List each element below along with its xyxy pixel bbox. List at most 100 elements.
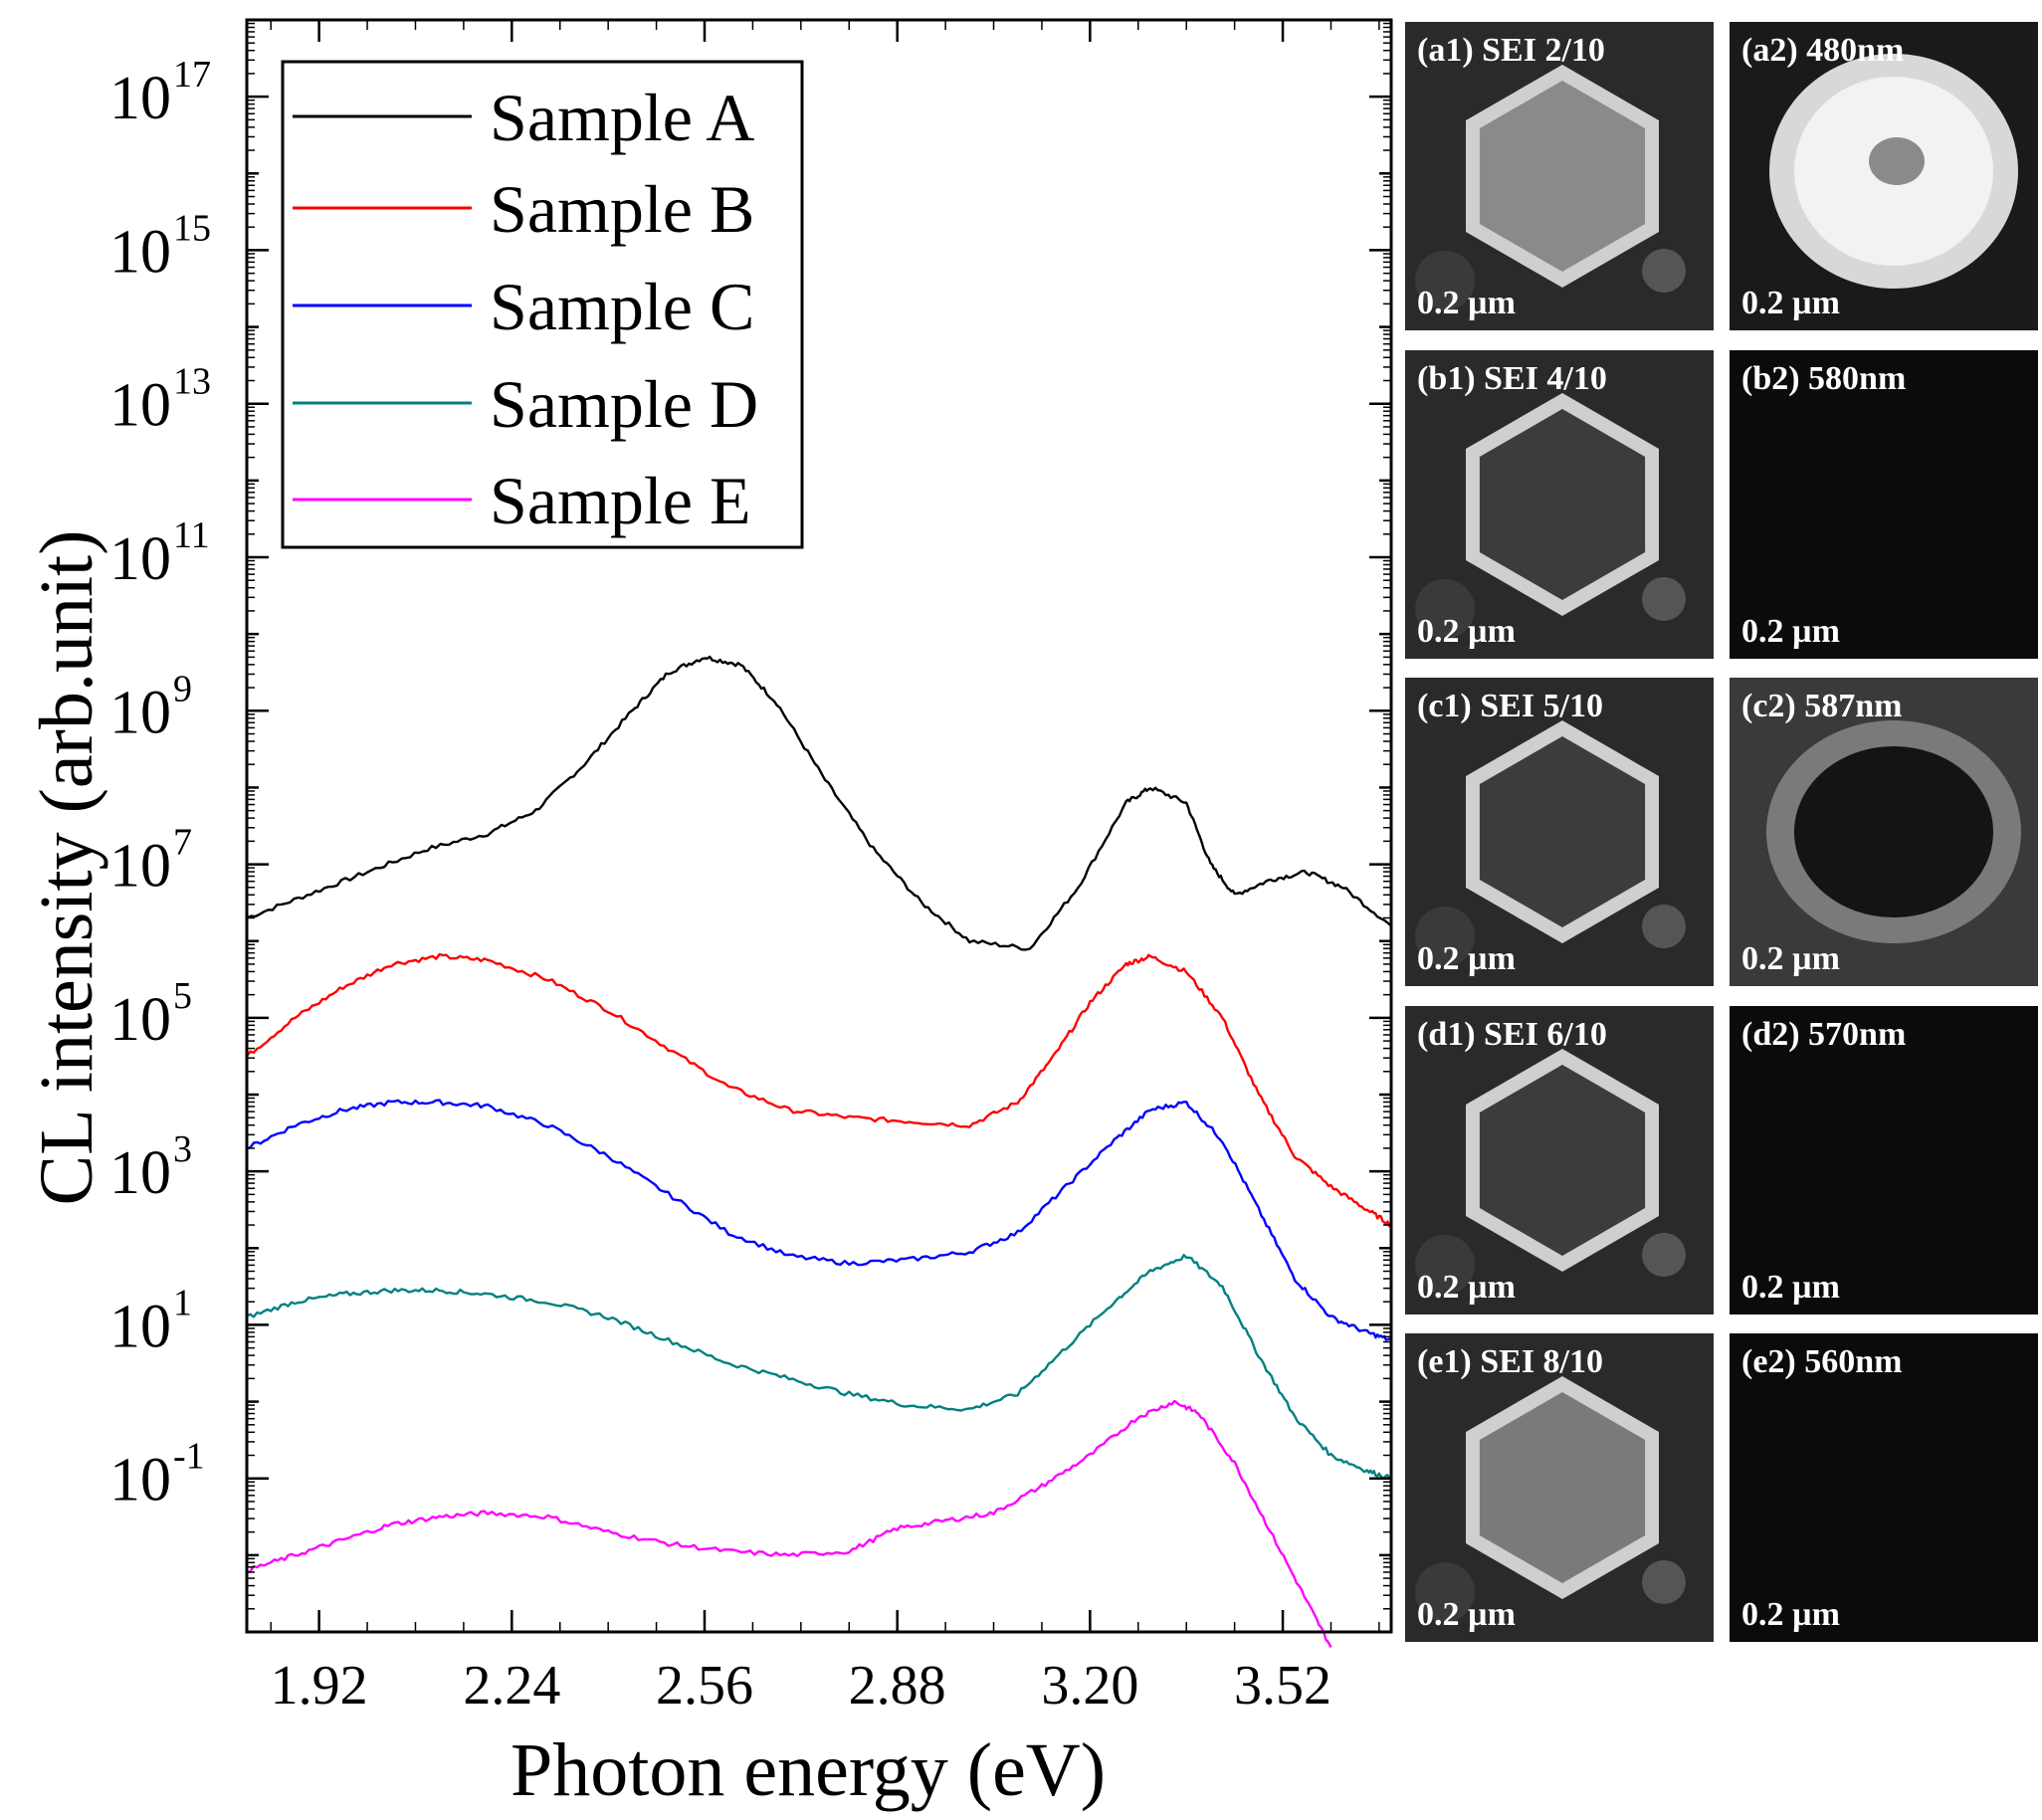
panel-label: (b2) 580nm <box>1741 360 1907 397</box>
legend-entry-c: Sample C <box>293 269 754 344</box>
legend-entry-b: Sample B <box>293 171 754 247</box>
scale-label: 0.2 µm <box>1741 1269 1840 1306</box>
y-tick-exponent: 1 <box>173 1282 192 1323</box>
panel-label: (e1) SEI 8/10 <box>1417 1343 1603 1380</box>
y-tick-label: 10 <box>109 525 171 593</box>
sem-particle <box>1642 1560 1686 1604</box>
y-tick-exponent: 3 <box>173 1128 192 1170</box>
x-tick-label: 2.88 <box>849 1655 946 1717</box>
y-tick-label: 10 <box>109 986 171 1054</box>
series-line-d <box>246 1254 1392 1481</box>
y-tick-exponent: 11 <box>173 514 210 556</box>
x-tick-label: 1.92 <box>271 1655 368 1717</box>
panel-d2: (d2) 570nm 0.2 µm <box>1730 1006 2038 1314</box>
series-line-a <box>246 655 1392 951</box>
y-tick-exponent: -1 <box>173 1436 205 1478</box>
sem-image <box>1405 22 1714 330</box>
y-tick-exponent: 17 <box>173 54 211 96</box>
scale-label: 0.2 µm <box>1417 285 1516 321</box>
legend-label-a: Sample A <box>490 80 754 155</box>
y-tick-exponent: 7 <box>173 822 192 864</box>
y-axis-title: CL intensity (arb.unit) <box>25 530 108 1206</box>
legend-entry-e: Sample E <box>293 463 751 538</box>
panel-label: (b1) SEI 4/10 <box>1417 360 1607 397</box>
cl-ring-hole <box>1794 746 1993 917</box>
x-tick-label: 2.56 <box>656 1655 753 1717</box>
legend-label-e: Sample E <box>490 463 751 538</box>
y-tick-label: 10 <box>109 65 171 132</box>
y-tick-exponent: 13 <box>173 361 211 403</box>
cl-background <box>1730 350 2038 659</box>
scale-label: 0.2 µm <box>1741 1596 1840 1633</box>
y-tick-label: 10 <box>109 1293 171 1360</box>
cl-map-image <box>1730 1333 2038 1642</box>
y-tick-exponent: 15 <box>173 207 211 249</box>
panel-c2: (c2) 587nm 0.2 µm <box>1730 678 2038 986</box>
scale-label: 0.2 µm <box>1417 1596 1516 1633</box>
sem-image <box>1405 1333 1714 1642</box>
cl-background <box>1730 1333 2038 1642</box>
scale-label: 0.2 µm <box>1417 613 1516 650</box>
scale-label: 0.2 µm <box>1741 940 1840 977</box>
y-tick-label: 10 <box>109 679 171 746</box>
panel-e2: (e2) 560nm 0.2 µm <box>1730 1333 2038 1642</box>
panel-b1: (b1) SEI 4/10 0.2 µm <box>1405 350 1714 659</box>
panel-c1: (c1) SEI 5/10 0.2 µm <box>1405 678 1714 986</box>
hexagon-face <box>1479 736 1646 927</box>
x-axis-title: Photon energy (eV) <box>510 1728 1106 1812</box>
panel-d1: (d1) SEI 6/10 0.2 µm <box>1405 1006 1714 1314</box>
hexagon-face <box>1479 81 1646 272</box>
scale-label: 0.2 µm <box>1741 613 1840 650</box>
cl-map-image <box>1730 22 2038 330</box>
legend-entry-d: Sample D <box>293 366 758 442</box>
panel-b2: (b2) 580nm 0.2 µm <box>1730 350 2038 659</box>
panel-label: (a2) 480nm <box>1741 32 1905 69</box>
cl-center-spot <box>1869 137 1925 185</box>
sem-image <box>1405 350 1714 659</box>
series-line-c <box>246 1099 1392 1341</box>
sem-debris <box>1415 907 1475 966</box>
legend: Sample A Sample B Sample C Sample D Samp… <box>281 60 804 549</box>
y-tick-label: 10 <box>109 833 171 901</box>
legend-entry-a: Sample A <box>293 80 754 155</box>
sem-debris <box>1415 579 1475 639</box>
sem-particle <box>1642 1233 1686 1277</box>
panel-label: (d2) 570nm <box>1741 1016 1907 1053</box>
panel-e1: (e1) SEI 8/10 0.2 µm <box>1405 1333 1714 1642</box>
scale-label: 0.2 µm <box>1417 940 1516 977</box>
sem-particle <box>1642 905 1686 948</box>
legend-label-b: Sample B <box>490 171 754 247</box>
x-tick-label: 2.24 <box>463 1655 560 1717</box>
legend-label-d: Sample D <box>490 366 758 442</box>
x-tick-label: 3.20 <box>1041 1655 1138 1717</box>
series-layer <box>246 655 1392 1648</box>
scale-label: 0.2 µm <box>1741 285 1840 321</box>
y-tick-label: 10 <box>109 1447 171 1515</box>
cl-map-image <box>1730 1006 2038 1314</box>
sem-particle <box>1642 577 1686 621</box>
panel-label: (c2) 587nm <box>1741 688 1903 724</box>
sem-debris <box>1415 1235 1475 1295</box>
y-tick-exponent: 9 <box>173 668 192 709</box>
hexagon-face <box>1479 1392 1646 1583</box>
cl-map-image <box>1730 350 2038 659</box>
y-tick-exponent: 5 <box>173 975 192 1017</box>
scale-label: 0.2 µm <box>1417 1269 1516 1306</box>
y-tick-label: 10 <box>109 372 171 440</box>
series-line-b <box>246 952 1392 1228</box>
legend-label-c: Sample C <box>490 269 754 344</box>
panel-label: (d1) SEI 6/10 <box>1417 1016 1607 1053</box>
panel-a2: (a2) 480nm 0.2 µm <box>1730 22 2038 330</box>
y-tick-label: 10 <box>109 218 171 286</box>
cl-background <box>1730 1006 2038 1314</box>
y-tick-label: 10 <box>109 1139 171 1207</box>
sem-image <box>1405 1006 1714 1314</box>
panel-label: (e2) 560nm <box>1741 1343 1903 1380</box>
x-tick-label: 3.52 <box>1234 1655 1331 1717</box>
series-line-e <box>246 1399 1332 1648</box>
panel-label: (c1) SEI 5/10 <box>1417 688 1603 724</box>
panel-label: (a1) SEI 2/10 <box>1417 32 1605 69</box>
sem-image <box>1405 678 1714 986</box>
